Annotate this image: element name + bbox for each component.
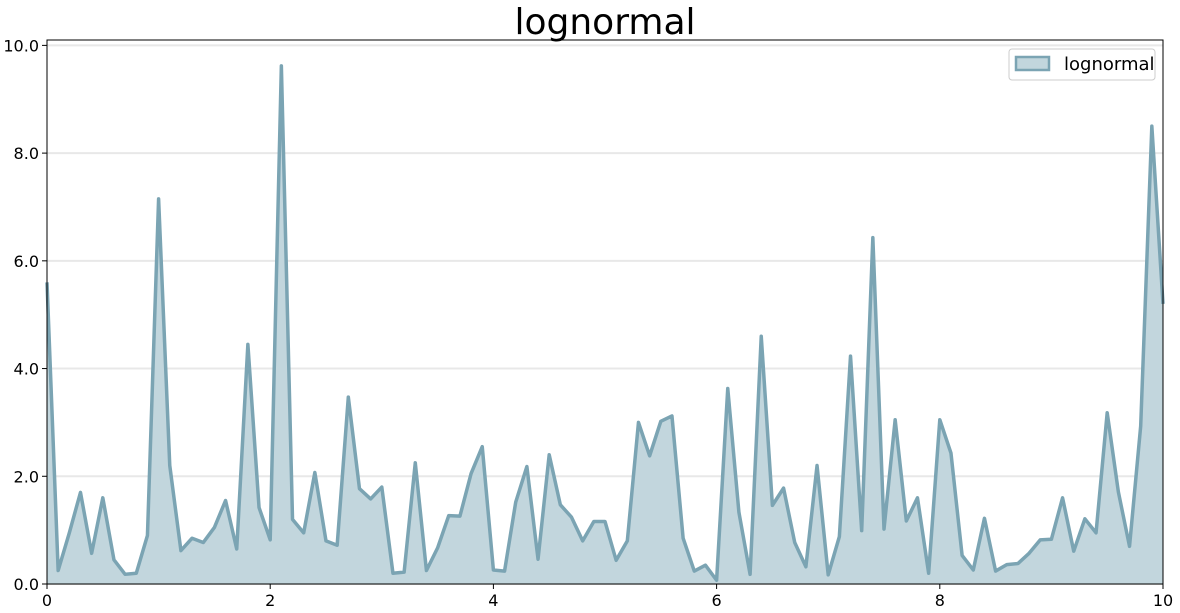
chart-title: lognormal <box>514 2 695 43</box>
y-tick-label: 8.0 <box>14 144 39 163</box>
x-axis: 0 2 4 6 8 10 <box>42 584 1173 610</box>
y-tick-label: 0.0 <box>14 575 39 594</box>
area-layer <box>45 64 1165 585</box>
x-tick-label: 6 <box>712 591 722 610</box>
y-tick-label: 4.0 <box>14 360 39 379</box>
series-area-fill <box>47 65 1163 585</box>
grid <box>47 44 1163 585</box>
y-axis: 0.0 2.0 4.0 6.0 8.0 10.0 <box>3 36 47 594</box>
x-tick-label: 0 <box>42 591 52 610</box>
plot-frame <box>46 39 1164 585</box>
legend-label: lognormal <box>1064 54 1155 75</box>
legend-swatch <box>1014 55 1051 72</box>
x-tick-label: 8 <box>935 591 945 610</box>
x-tick-label: 4 <box>488 591 498 610</box>
x-tick-label: 10 <box>1153 591 1173 610</box>
y-tick-label: 6.0 <box>14 252 39 271</box>
y-tick-label: 10.0 <box>3 36 39 55</box>
series-line <box>45 64 1165 582</box>
y-tick-label: 2.0 <box>14 467 39 486</box>
legend: lognormal <box>1008 48 1156 81</box>
x-tick-label: 2 <box>265 591 275 610</box>
